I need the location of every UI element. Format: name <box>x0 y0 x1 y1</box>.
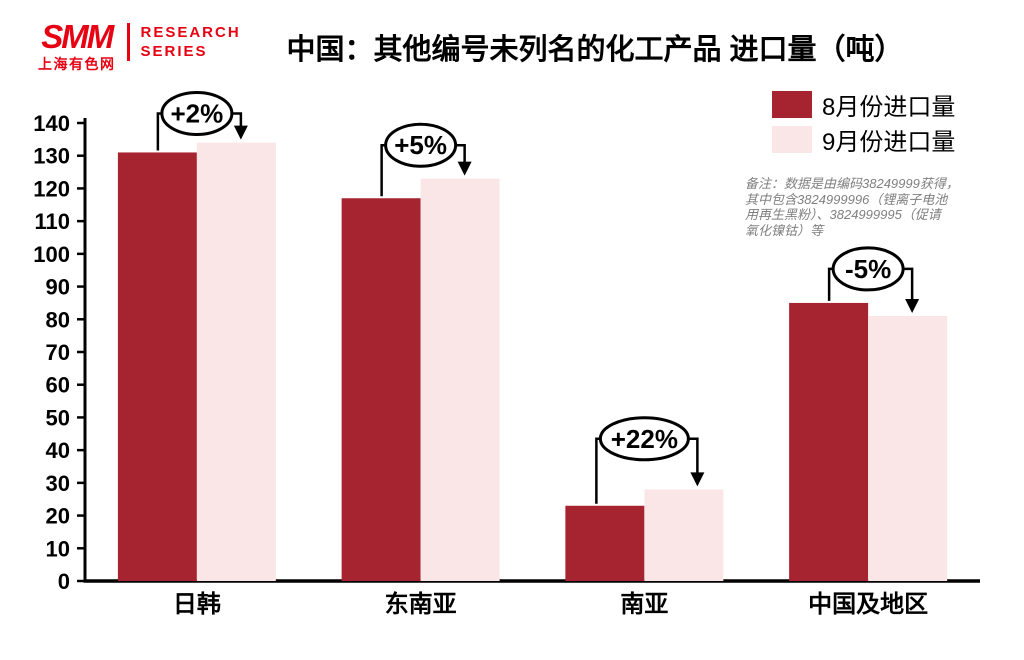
legend-label-september: 9月份进口量 <box>822 129 956 156</box>
annotation-connector-left <box>380 143 386 197</box>
annotation-connector-right <box>688 437 699 475</box>
bar-august-中国及地区 <box>789 302 869 581</box>
bar-august-东南亚 <box>341 198 421 581</box>
annotation-oval <box>598 416 690 462</box>
annotation-connector-left <box>595 437 601 504</box>
legend-swatch-august <box>772 91 812 118</box>
legend-swatch-september <box>772 126 812 153</box>
annotation-percent-label: +5% <box>394 130 447 160</box>
chart-title: 中国：其他编号未列名的化工产品 进口量（吨） <box>286 34 904 66</box>
legend-label-august: 8月份进口量 <box>822 94 956 121</box>
note-line-4: 氧化镍钴）等 <box>745 222 824 238</box>
annotation-connector-left <box>156 112 162 151</box>
note-line-1: 备注：数据是由编码38249999获得， <box>745 176 959 191</box>
legend-swatch-august-fill <box>772 91 812 118</box>
note-line-2: 其中包含3824999996（锂离子电池 <box>745 191 948 207</box>
chart-note: 备注：数据是由编码38249999获得， 其中包含3824999996（锂离子电… <box>745 176 1011 238</box>
smm-logo-left: SMM 上海有色网 <box>38 18 116 74</box>
y-axis-tick-label: 80 <box>46 307 70 332</box>
annotation-oval <box>160 90 234 136</box>
annotation-arrowhead-icon <box>905 299 920 314</box>
bar-august-南亚 <box>565 505 645 581</box>
y-axis-tick-label: 140 <box>33 111 70 136</box>
y-axis-tick-label: 70 <box>46 340 70 365</box>
y-axis-tick-label: 100 <box>33 242 70 267</box>
y-axis-tick-label: 40 <box>46 438 70 463</box>
legend-item-september: 9月份进口量 <box>772 126 955 156</box>
note-line-3: 用再生黑粉）、3824999995（促请 <box>745 207 941 222</box>
annotation-connector-right <box>903 267 914 302</box>
y-axis-tick-label: 50 <box>46 405 70 430</box>
chart-legend: 8月份进口量 9月份进口量 <box>772 91 955 161</box>
logo-divider <box>126 23 130 61</box>
annotation-arrowhead-icon <box>457 161 472 176</box>
x-axis-category-label: 日韩 <box>173 591 221 618</box>
annotation-arrowhead-icon <box>233 125 248 140</box>
bar-august-日韩 <box>117 152 197 581</box>
annotation-connector-right <box>231 112 243 128</box>
y-axis-tick-label: 30 <box>46 471 70 496</box>
y-axis-tick-label: 10 <box>46 536 70 561</box>
bar-september-中国及地区 <box>868 316 948 581</box>
y-axis-tick-label: 130 <box>33 144 70 169</box>
y-axis-tick-label: 110 <box>35 209 71 234</box>
annotation-percent-label: +22% <box>611 424 678 454</box>
annotation-oval <box>384 122 458 168</box>
x-axis-category-label: 中国及地区 <box>808 591 928 618</box>
smm-brand-subtext: 上海有色网 <box>38 56 116 73</box>
bar-september-日韩 <box>196 142 276 581</box>
series-line: SERIES <box>140 43 208 60</box>
research-series-text: RESEARCH SERIES <box>141 22 241 61</box>
y-axis-tick-label: 20 <box>46 504 70 529</box>
y-axis-tick-label: 60 <box>46 373 70 398</box>
bar-september-南亚 <box>644 489 724 581</box>
smm-logo: SMM 上海有色网 RESEARCH SERIES <box>38 18 241 74</box>
research-line: RESEARCH <box>140 24 241 41</box>
legend-item-august: 8月份进口量 <box>772 91 955 121</box>
y-axis-tick-label: 90 <box>46 275 70 300</box>
legend-swatch-september-fill <box>772 126 812 153</box>
annotation-oval <box>831 246 905 292</box>
x-axis-category-label: 东南亚 <box>385 590 457 618</box>
bar-september-东南亚 <box>420 178 500 581</box>
y-axis-tick-label: 120 <box>33 176 70 201</box>
annotation-percent-label: -5% <box>845 254 891 284</box>
smm-brand-text: SMM <box>41 18 114 55</box>
annotation-percent-label: +2% <box>170 98 223 128</box>
annotation-arrowhead-icon <box>690 472 705 487</box>
y-axis-tick-label: 0 <box>58 569 70 594</box>
x-axis-category-label: 南亚 <box>620 591 668 618</box>
annotation-connector-right <box>455 143 466 164</box>
